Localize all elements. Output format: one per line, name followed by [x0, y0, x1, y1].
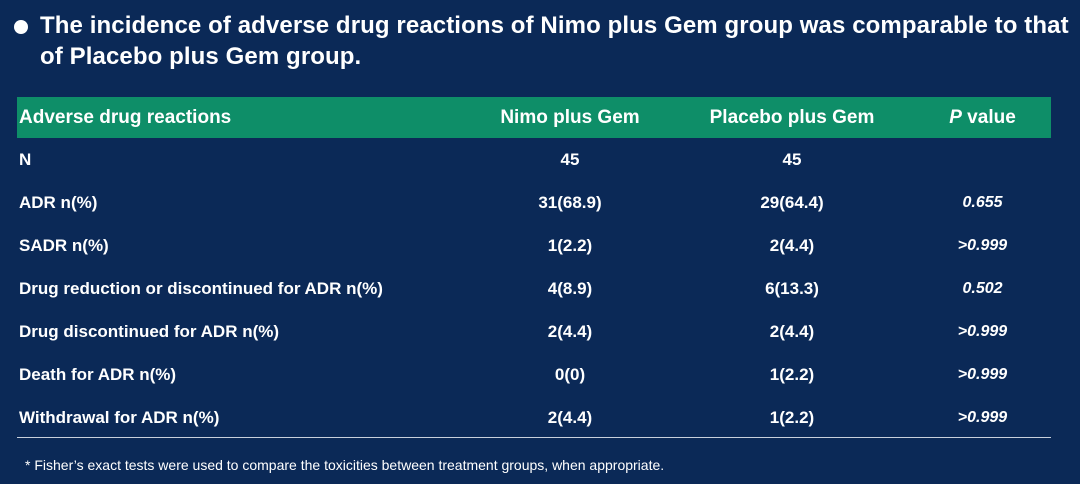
row-label: ADR n(%)	[19, 192, 98, 212]
table-row: Withdrawal for ADR n(%) 2(4.4) 1(2.2) >0…	[17, 396, 1051, 439]
row-nimo: 2(4.4)	[547, 407, 593, 427]
adverse-reactions-table: Adverse drug reactions Nimo plus Gem Pla…	[17, 97, 1051, 439]
row-label: Drug reduction or discontinued for ADR n…	[19, 278, 383, 298]
row-p-value: >0.999	[957, 408, 1008, 426]
row-nimo: 2(4.4)	[547, 321, 593, 341]
row-label: Withdrawal for ADR n(%)	[19, 407, 220, 427]
row-p-value: 0.502	[962, 279, 1003, 297]
slide-title: The incidence of adverse drug reactions …	[14, 10, 1074, 72]
row-placebo: 1(2.2)	[769, 364, 815, 384]
row-nimo: 45	[560, 149, 580, 169]
row-p-value: >0.999	[957, 365, 1008, 383]
slide-title-text: The incidence of adverse drug reactions …	[40, 12, 1069, 70]
header-p-value: P value	[914, 107, 1051, 129]
row-placebo: 1(2.2)	[769, 407, 815, 427]
table-row: Drug discontinued for ADR n(%) 2(4.4) 2(…	[17, 310, 1051, 353]
row-label: N	[19, 149, 32, 169]
row-placebo: 45	[782, 149, 802, 169]
header-nimo: Nimo plus Gem	[500, 106, 640, 128]
row-nimo: 0(0)	[554, 364, 586, 384]
row-placebo: 6(13.3)	[765, 278, 819, 298]
row-p-value: 0.655	[962, 193, 1003, 211]
row-placebo: 2(4.4)	[769, 321, 815, 341]
footnote: * Fisher’s exact tests were used to comp…	[25, 457, 665, 473]
header-reaction: Adverse drug reactions	[19, 106, 232, 128]
row-placebo: 2(4.4)	[769, 235, 815, 255]
row-label: SADR n(%)	[19, 235, 109, 255]
bullet-icon	[14, 20, 28, 34]
row-nimo: 4(8.9)	[547, 278, 593, 298]
header-p-rest: value	[961, 106, 1016, 128]
table-row: Death for ADR n(%) 0(0) 1(2.2) >0.999	[17, 353, 1051, 396]
table-row: SADR n(%) 1(2.2) 2(4.4) >0.999	[17, 224, 1051, 267]
table-bottom-rule	[17, 437, 1051, 438]
header-placebo: Placebo plus Gem	[709, 106, 875, 128]
table-row: Drug reduction or discontinued for ADR n…	[17, 267, 1051, 310]
row-p-value: >0.999	[957, 322, 1008, 340]
row-label: Death for ADR n(%)	[19, 364, 177, 384]
row-nimo: 1(2.2)	[547, 235, 593, 255]
table-row: N 45 45	[17, 138, 1051, 181]
row-placebo: 29(64.4)	[760, 192, 824, 212]
header-p-italic: P	[949, 106, 962, 128]
row-label: Drug discontinued for ADR n(%)	[19, 321, 280, 341]
table-row: ADR n(%) 31(68.9) 29(64.4) 0.655	[17, 181, 1051, 224]
table-header: Adverse drug reactions Nimo plus Gem Pla…	[17, 97, 1051, 138]
row-p-value: >0.999	[957, 236, 1008, 254]
row-nimo: 31(68.9)	[538, 192, 602, 212]
